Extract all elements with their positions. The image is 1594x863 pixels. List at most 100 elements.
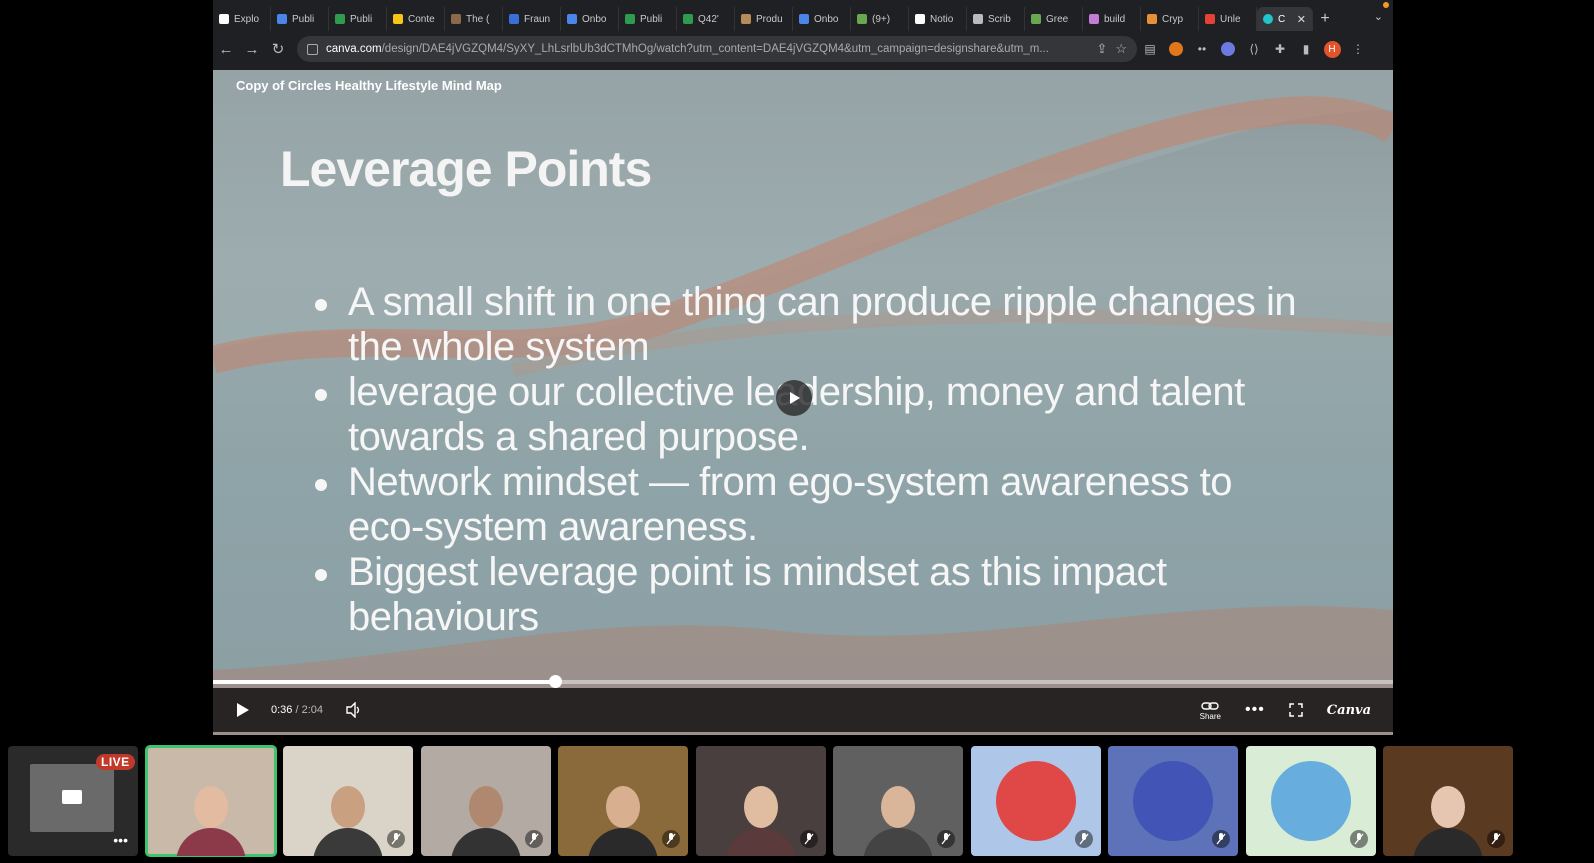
browser-tab[interactable]: Cryp — [1141, 7, 1199, 31]
participant-video — [588, 776, 658, 856]
extensions-puzzle-icon[interactable]: ✚ — [1274, 42, 1286, 56]
reader-mode-icon[interactable]: ▤ — [1144, 42, 1156, 56]
tab-label: The ( — [466, 13, 490, 25]
participant-video — [1413, 776, 1483, 856]
muted-microphone-icon — [387, 830, 405, 848]
new-tab-button[interactable]: + — [1320, 10, 1330, 27]
extension-dots-icon[interactable]: •• — [1197, 42, 1207, 56]
muted-microphone-icon — [1487, 830, 1505, 848]
tab-label: Unle — [1220, 13, 1241, 25]
browser-tab[interactable]: The ( — [445, 7, 503, 31]
tab-favicon-icon — [451, 14, 461, 24]
participant-tile[interactable] — [833, 746, 963, 856]
participant-video — [863, 776, 933, 856]
slide-bullet: Network mindset — from ego-system awaren… — [313, 460, 1313, 550]
participant-video — [725, 776, 796, 856]
tab-favicon-icon — [393, 14, 403, 24]
participant-tile[interactable] — [558, 746, 688, 856]
play-icon[interactable] — [235, 703, 249, 717]
browser-tab[interactable]: Produ — [735, 7, 793, 31]
browser-tab[interactable]: build — [1083, 7, 1141, 31]
tab-label: C — [1278, 13, 1286, 25]
participant-tile[interactable] — [144, 745, 277, 857]
tab-favicon-icon — [973, 14, 983, 24]
browser-tab-active[interactable]: C ✕ — [1257, 7, 1313, 31]
participant-tile[interactable] — [970, 746, 1101, 856]
browser-tab[interactable]: Notio — [909, 7, 967, 31]
participant-tile[interactable] — [420, 746, 551, 856]
participant-video — [175, 776, 246, 856]
tab-label: Scrib — [988, 13, 1011, 25]
tab-strip: Explo Publi Publi Conte The (Fraun Onbo Publi Q… — [213, 6, 1393, 32]
more-options-icon[interactable]: ••• — [113, 832, 128, 848]
close-tab-icon[interactable]: ✕ — [1296, 13, 1306, 26]
share-page-icon[interactable]: ⇪ — [1096, 41, 1108, 56]
progress-fill — [213, 680, 556, 684]
browser-tab[interactable]: Publi — [271, 7, 329, 31]
profile-avatar[interactable]: H — [1319, 39, 1345, 59]
volume-icon[interactable] — [345, 702, 363, 718]
participant-tile[interactable] — [1245, 746, 1376, 856]
side-panel-icon[interactable]: ▮ — [1302, 42, 1310, 56]
slide-bullet: A small shift in one thing can produce r… — [313, 280, 1313, 370]
tab-label: Onbo — [814, 13, 839, 25]
bookmark-star-icon[interactable]: ☆ — [1115, 41, 1127, 56]
tab-favicon-icon — [741, 14, 751, 24]
tab-favicon-icon — [335, 14, 345, 24]
more-options-icon[interactable]: ••• — [1244, 701, 1265, 718]
address-bar[interactable]: canva.com/design/DAE4jVGZQM4/SyXY_LhLsrl… — [297, 36, 1137, 62]
muted-microphone-icon — [937, 830, 955, 848]
tab-favicon-icon — [277, 14, 287, 24]
browser-tab[interactable]: Scrib — [967, 7, 1025, 31]
participant-tile[interactable] — [283, 746, 413, 856]
browser-tab[interactable]: Explo — [213, 7, 271, 31]
tab-favicon-icon — [1031, 14, 1041, 24]
fullscreen-icon[interactable] — [1289, 703, 1303, 717]
browser-tab[interactable]: Fraun — [503, 7, 561, 31]
tab-favicon-icon — [857, 14, 867, 24]
canva-player[interactable]: Copy of Circles Healthy Lifestyle Mind M… — [213, 70, 1393, 735]
screen-share-tile[interactable]: LIVE ••• — [8, 746, 138, 856]
design-title: Copy of Circles Healthy Lifestyle Mind M… — [236, 78, 502, 93]
center-play-button[interactable] — [776, 380, 812, 416]
browser-tab[interactable]: Unle — [1199, 7, 1257, 31]
browser-tab[interactable]: Gree — [1025, 7, 1083, 31]
participant-avatar — [995, 761, 1076, 841]
browser-tab[interactable]: Conte — [387, 7, 445, 31]
progress-scrubber-handle[interactable] — [549, 675, 563, 688]
extension-bracket-icon[interactable]: ⟨⟩ — [1249, 42, 1259, 56]
canva-logo[interactable]: Canva — [1326, 702, 1371, 718]
reload-icon[interactable]: ↻ — [271, 41, 285, 58]
participant-tile[interactable] — [1383, 746, 1513, 856]
browser-tab[interactable]: Onbo — [793, 7, 851, 31]
tab-label: Conte — [408, 13, 435, 25]
muted-microphone-icon — [524, 830, 543, 848]
extension-circle-icon[interactable] — [1215, 39, 1241, 59]
tab-favicon-icon — [1147, 14, 1157, 24]
browser-tab[interactable]: (9+) — [851, 7, 909, 31]
browser-tab[interactable]: Publi — [329, 7, 387, 31]
tab-favicon-icon — [683, 14, 693, 24]
browser-tab[interactable]: Q42' — [677, 7, 735, 31]
participant-tile[interactable] — [695, 746, 826, 856]
slide-heading: Leverage Points — [280, 141, 652, 197]
browser-menu-icon[interactable]: ⋮ — [1352, 42, 1364, 56]
url-path: /design/DAE4jVGZQM4/SyXY_LhLsrlbUb3dCTMh… — [381, 43, 1049, 55]
tab-search-chevron-icon[interactable]: ⌄ — [1373, 11, 1383, 23]
profile-initial: H — [1323, 40, 1341, 58]
browser-window: Explo Publi Publi Conte The (Fraun Onbo Publi Q… — [213, 0, 1393, 70]
tab-label: Notio — [930, 13, 954, 25]
tab-favicon-icon — [625, 14, 635, 24]
forward-arrow-icon[interactable]: → — [244, 40, 260, 58]
back-arrow-icon[interactable]: ← — [218, 40, 234, 58]
share-button[interactable]: Share — [1200, 700, 1221, 721]
browser-toolbar: ← → ↻ canva.com/design/DAE4jVGZQM4/SyXY_… — [213, 34, 1393, 64]
tab-label: Fraun — [524, 13, 551, 25]
participant-tile[interactable] — [1108, 746, 1238, 856]
browser-tab[interactable]: Publi — [619, 7, 677, 31]
metamask-extension-icon[interactable] — [1163, 39, 1189, 59]
link-icon — [1201, 701, 1219, 710]
browser-tab[interactable]: Onbo — [561, 7, 619, 31]
muted-microphone-icon — [1074, 830, 1093, 848]
progress-bar[interactable] — [213, 675, 1393, 688]
